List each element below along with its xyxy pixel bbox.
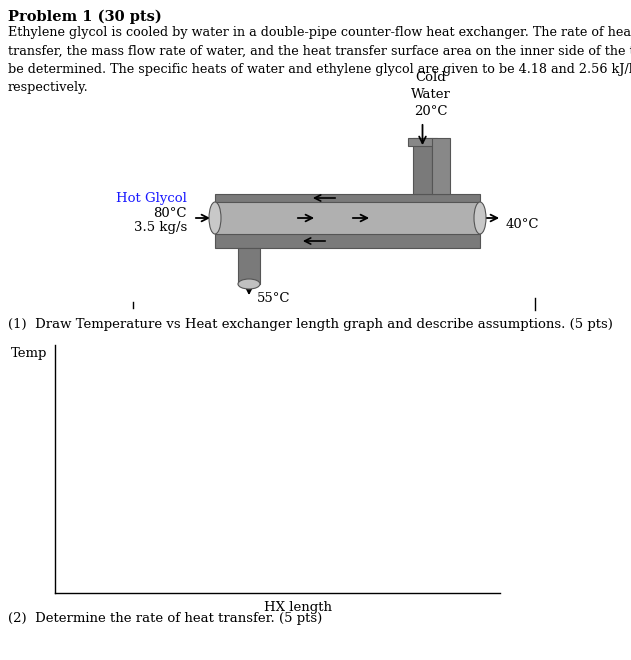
Text: Hot Glycol: Hot Glycol <box>116 192 187 205</box>
Text: Temp: Temp <box>11 347 47 360</box>
Text: Cold
Water
20°C: Cold Water 20°C <box>411 71 451 118</box>
Text: 55°C: 55°C <box>257 292 290 305</box>
Ellipse shape <box>238 279 260 289</box>
Bar <box>413 138 432 194</box>
Text: Problem 1 (30 pts): Problem 1 (30 pts) <box>8 10 162 24</box>
Bar <box>408 138 437 146</box>
Bar <box>215 194 480 248</box>
Text: 3.5 kg/s: 3.5 kg/s <box>134 221 187 234</box>
Text: (2)  Determine the rate of heat transfer. (5 pts): (2) Determine the rate of heat transfer.… <box>8 612 322 625</box>
Bar <box>432 138 450 194</box>
Text: Ethylene glycol is cooled by water in a double-pipe counter-flow heat exchanger.: Ethylene glycol is cooled by water in a … <box>8 26 631 94</box>
Text: HX length: HX length <box>264 601 331 614</box>
Text: 80°C: 80°C <box>153 207 187 220</box>
Ellipse shape <box>209 202 221 234</box>
Ellipse shape <box>474 202 486 234</box>
Bar <box>238 248 260 284</box>
Bar <box>215 202 480 234</box>
Text: (1)  Draw Temperature vs Heat exchanger length graph and describe assumptions. (: (1) Draw Temperature vs Heat exchanger l… <box>8 318 613 331</box>
Text: 40°C: 40°C <box>506 218 540 230</box>
